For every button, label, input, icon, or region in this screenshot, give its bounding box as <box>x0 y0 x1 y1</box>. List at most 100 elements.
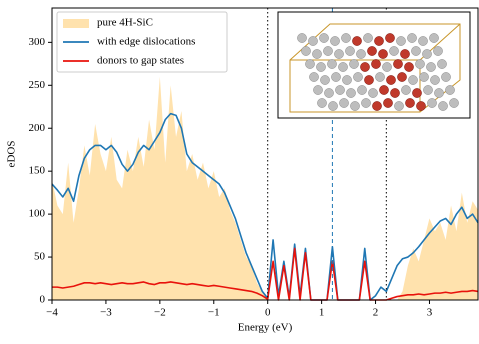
x-axis-label: Energy (eV) <box>238 322 293 334</box>
chart: Energy (eV) eDOS −4 −3 −2 −1 0 1 2 3 0 50 100 150 20… <box>0 0 479 339</box>
atom <box>308 36 317 45</box>
atom <box>313 85 322 94</box>
x-tick-label: −1 <box>208 307 220 319</box>
atom <box>297 33 306 42</box>
atom <box>427 98 436 107</box>
atom <box>335 85 344 94</box>
atom <box>389 46 398 55</box>
atom <box>422 49 431 58</box>
atom <box>430 75 439 84</box>
y-tick-label: 150 <box>29 165 46 177</box>
y-tick-label: 0 <box>40 294 46 306</box>
atom <box>327 59 336 68</box>
atom <box>312 49 321 58</box>
atom <box>372 101 381 110</box>
x-tick-label: 2 <box>373 307 379 319</box>
y-tick-label: 100 <box>29 208 46 220</box>
atom <box>441 72 450 81</box>
atom <box>324 88 333 97</box>
atom <box>360 62 369 71</box>
x-tick-label: −3 <box>100 307 112 319</box>
atom <box>368 88 377 97</box>
inset-structure <box>278 12 470 118</box>
atom <box>309 72 318 81</box>
atom <box>394 101 403 110</box>
atom <box>416 101 425 110</box>
atom <box>429 33 438 42</box>
atom <box>301 46 310 55</box>
atom <box>423 85 432 94</box>
atom <box>330 36 339 45</box>
x-tick-label: 3 <box>427 307 433 319</box>
atom <box>356 49 365 58</box>
atom <box>378 49 387 58</box>
atom <box>383 98 392 107</box>
atom <box>345 46 354 55</box>
atom <box>404 62 413 71</box>
atom <box>323 46 332 55</box>
atom <box>401 85 410 94</box>
atom <box>346 88 355 97</box>
legend-swatch <box>63 19 89 28</box>
atom <box>405 98 414 107</box>
atom <box>316 62 325 71</box>
atom <box>415 59 424 68</box>
atom <box>382 62 391 71</box>
y-tick-label: 50 <box>34 251 46 263</box>
atom <box>437 59 446 68</box>
x-tick-label: −4 <box>46 307 58 319</box>
atom <box>361 98 370 107</box>
atom <box>393 59 402 68</box>
atom <box>433 46 442 55</box>
atom <box>364 75 373 84</box>
x-tick-label: −2 <box>154 307 166 319</box>
atom <box>418 36 427 45</box>
atom <box>342 75 351 84</box>
atom <box>352 36 361 45</box>
atom <box>407 33 416 42</box>
atom <box>371 59 380 68</box>
atom <box>434 88 443 97</box>
atom <box>419 72 428 81</box>
atom <box>396 36 405 45</box>
atom <box>305 59 314 68</box>
legend-label: donors to gap states <box>97 55 184 67</box>
atom <box>449 98 458 107</box>
atom <box>412 88 421 97</box>
atom <box>445 85 454 94</box>
legend-label: pure 4H-SiC <box>97 17 153 29</box>
atom <box>397 72 406 81</box>
atom <box>438 101 447 110</box>
atom <box>408 75 417 84</box>
atom <box>353 72 362 81</box>
atom <box>319 33 328 42</box>
atom <box>385 33 394 42</box>
y-tick-label: 200 <box>29 122 46 134</box>
atom <box>320 75 329 84</box>
atom <box>375 72 384 81</box>
atom <box>400 49 409 58</box>
y-tick-label: 300 <box>29 36 46 48</box>
y-axis-label: eDOS <box>6 141 18 168</box>
atom <box>338 62 347 71</box>
atom <box>390 88 399 97</box>
atom <box>339 98 348 107</box>
atom <box>317 98 326 107</box>
atom <box>426 62 435 71</box>
atom <box>379 85 388 94</box>
x-tick-label: 0 <box>265 307 271 319</box>
atom <box>349 59 358 68</box>
atom <box>367 46 376 55</box>
atom <box>341 33 350 42</box>
atom <box>374 36 383 45</box>
atom <box>331 72 340 81</box>
legend-label: with edge dislocations <box>97 36 195 48</box>
atom <box>350 101 359 110</box>
atom <box>411 46 420 55</box>
atom <box>334 49 343 58</box>
atom <box>386 75 395 84</box>
y-tick-label: 250 <box>29 79 46 91</box>
x-tick-label: 1 <box>319 307 325 319</box>
atom <box>328 101 337 110</box>
atom <box>363 33 372 42</box>
